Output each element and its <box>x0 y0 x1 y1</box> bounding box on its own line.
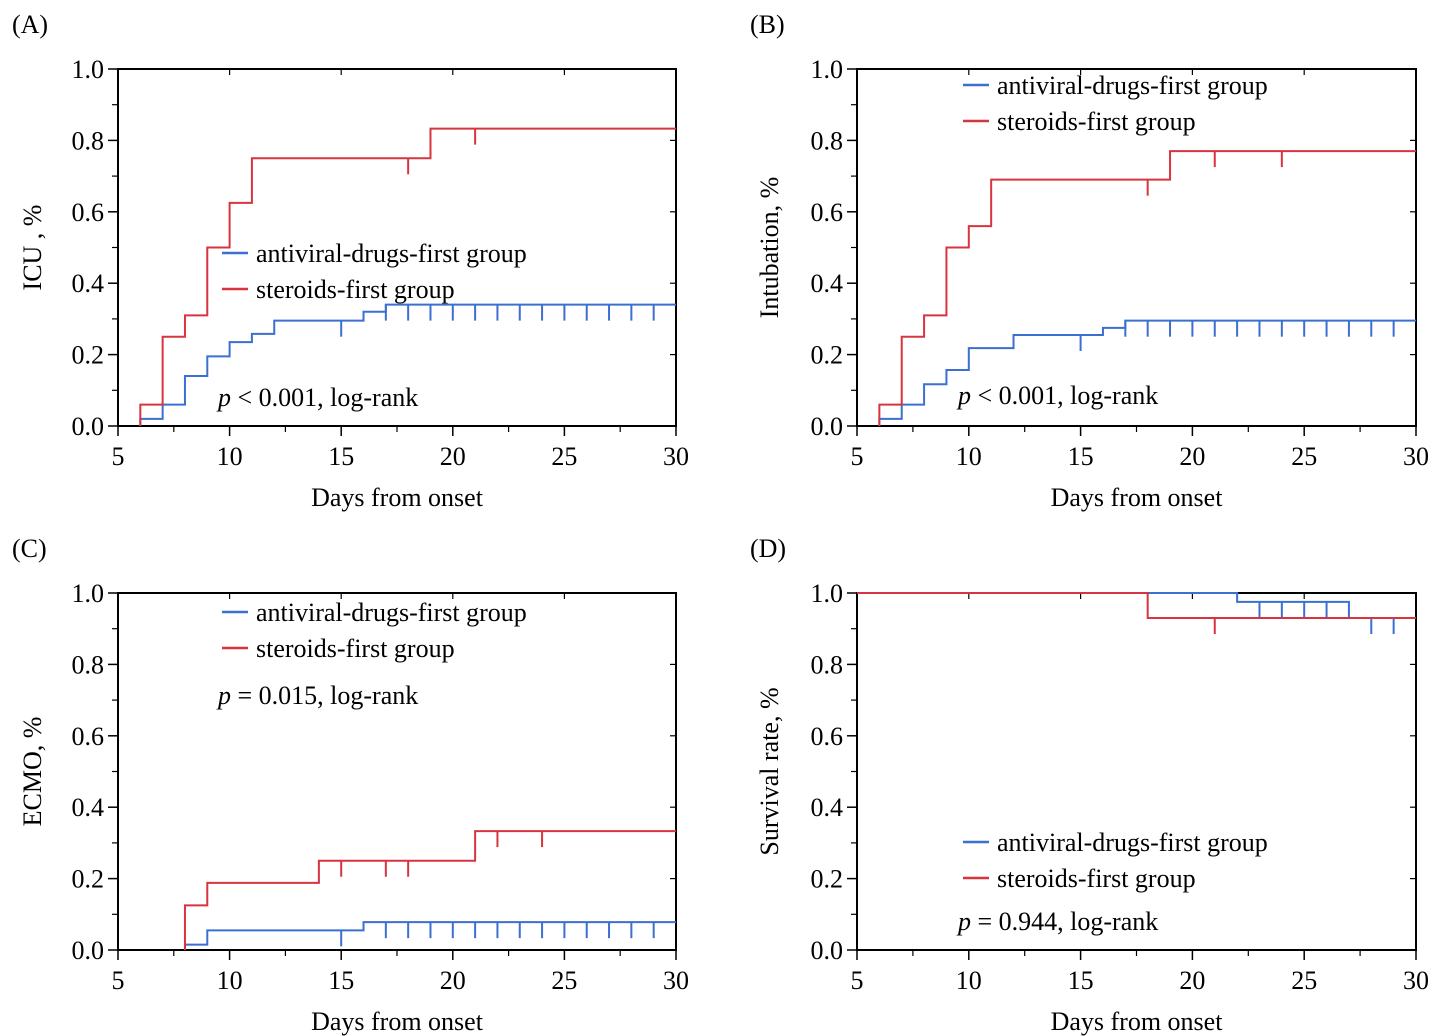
x-tick-label: 30 <box>1403 442 1429 471</box>
y-tick-label: 1.0 <box>72 579 105 608</box>
x-tick-label: 10 <box>956 442 982 471</box>
x-tick-label: 25 <box>551 442 577 471</box>
x-tick-label: 25 <box>1291 966 1317 995</box>
x-tick-label: 25 <box>551 966 577 995</box>
legend-label: antiviral-drugs-first group <box>997 828 1268 857</box>
y-tick-label: 1.0 <box>72 55 105 84</box>
y-tick-label: 0.6 <box>72 722 105 751</box>
p-value-annotation: p < 0.001, log-rank <box>216 383 418 412</box>
legend-label: antiviral-drugs-first group <box>256 239 527 268</box>
y-tick-label: 0.4 <box>72 793 105 822</box>
x-tick-label: 25 <box>1291 442 1317 471</box>
x-tick-label: 30 <box>1403 966 1429 995</box>
y-tick-label: 0.6 <box>811 198 844 227</box>
km-curve-antiviral <box>857 592 1416 619</box>
y-tick-label: 0.8 <box>811 126 844 155</box>
y-tick-label: 0.0 <box>811 412 844 441</box>
p-symbol: p <box>216 383 231 412</box>
p-value-text: = 0.944, log-rank <box>971 907 1158 936</box>
p-symbol: p <box>216 681 231 710</box>
x-tick-label: 10 <box>217 966 243 995</box>
panel-label: (B) <box>750 10 785 39</box>
legend-label: antiviral-drugs-first group <box>997 71 1268 100</box>
legend-label: steroids-first group <box>256 275 455 304</box>
x-axis-label: Days from onset <box>311 1007 484 1036</box>
x-tick-label: 5 <box>851 442 864 471</box>
y-tick-label: 0.2 <box>811 865 844 894</box>
p-value-text: < 0.001, log-rank <box>971 381 1158 410</box>
p-value-annotation: p = 0.944, log-rank <box>956 907 1158 936</box>
p-symbol: p <box>956 381 971 410</box>
panel-label: (C) <box>12 534 47 563</box>
p-symbol: p <box>956 907 971 936</box>
y-tick-label: 0.8 <box>72 650 105 679</box>
km-curve-antiviral <box>878 319 1416 426</box>
x-tick-label: 15 <box>1068 442 1094 471</box>
x-tick-label: 5 <box>112 442 125 471</box>
x-tick-label: 20 <box>1179 442 1205 471</box>
chart-panel: (C) 0.0 0.2 0.4 0.6 0.8 1.0 5 10 15 20 25 30 Days fro… <box>12 534 689 1036</box>
y-tick-label: 0.4 <box>811 269 844 298</box>
chart-panel: (A) 0.0 0.2 0.4 0.6 0.8 1.0 5 10 15 20 25 30 Days fro… <box>12 10 689 512</box>
legend-label: antiviral-drugs-first group <box>256 598 527 627</box>
y-tick-label: 0.2 <box>72 341 105 370</box>
legend-label: steroids-first group <box>997 864 1196 893</box>
km-curve-steroids <box>878 150 1416 426</box>
x-tick-label: 15 <box>1068 966 1094 995</box>
legend-label: steroids-first group <box>997 107 1196 136</box>
km-curve-steroids <box>857 592 1416 619</box>
y-axis-label: ICU , % <box>18 205 47 291</box>
x-tick-label: 15 <box>328 442 354 471</box>
panel-label: (A) <box>12 10 48 39</box>
km-curve-steroids <box>139 127 676 426</box>
x-tick-label: 10 <box>217 442 243 471</box>
y-tick-label: 0.4 <box>72 269 105 298</box>
x-tick-label: 5 <box>851 966 864 995</box>
y-axis-label: ECMO, % <box>18 717 47 827</box>
x-tick-label: 30 <box>663 966 689 995</box>
p-value-annotation: p = 0.015, log-rank <box>216 681 418 710</box>
x-tick-label: 20 <box>440 966 466 995</box>
x-tick-label: 15 <box>328 966 354 995</box>
x-tick-label: 20 <box>440 442 466 471</box>
x-axis-label: Days from onset <box>311 483 484 512</box>
y-tick-label: 0.2 <box>72 865 105 894</box>
y-tick-label: 0.8 <box>72 126 105 155</box>
x-tick-label: 30 <box>663 442 689 471</box>
y-axis-label: Intubation, % <box>755 177 784 319</box>
x-axis-label: Days from onset <box>1051 483 1224 512</box>
p-value-text: < 0.001, log-rank <box>231 383 418 412</box>
y-tick-label: 0.0 <box>72 936 105 965</box>
x-tick-label: 20 <box>1179 966 1205 995</box>
y-tick-label: 0.6 <box>811 722 844 751</box>
y-tick-label: 0.8 <box>811 650 844 679</box>
x-axis-label: Days from onset <box>1051 1007 1224 1036</box>
plot-frame <box>856 592 1417 951</box>
y-axis-label: Survival rate, % <box>755 687 784 855</box>
y-tick-label: 0.0 <box>72 412 105 441</box>
y-tick-label: 0.0 <box>811 936 844 965</box>
y-tick-label: 1.0 <box>811 579 844 608</box>
km-curve-steroids <box>183 830 676 950</box>
p-value-text: = 0.015, log-rank <box>231 681 418 710</box>
x-tick-label: 5 <box>112 966 125 995</box>
y-tick-label: 0.2 <box>811 341 844 370</box>
y-tick-label: 0.6 <box>72 198 105 227</box>
y-tick-label: 1.0 <box>811 55 844 84</box>
legend-label: steroids-first group <box>256 634 455 663</box>
chart-panel: (B) 0.0 0.2 0.4 0.6 0.8 1.0 5 10 15 20 25 30 Days fro… <box>750 10 1429 512</box>
y-tick-label: 0.4 <box>811 793 844 822</box>
p-value-annotation: p < 0.001, log-rank <box>956 381 1158 410</box>
chart-panel: (D) 0.0 0.2 0.4 0.6 0.8 1.0 5 10 15 20 25 30 Days fro… <box>750 534 1429 1036</box>
x-tick-label: 10 <box>956 966 982 995</box>
panel-label: (D) <box>750 534 786 563</box>
